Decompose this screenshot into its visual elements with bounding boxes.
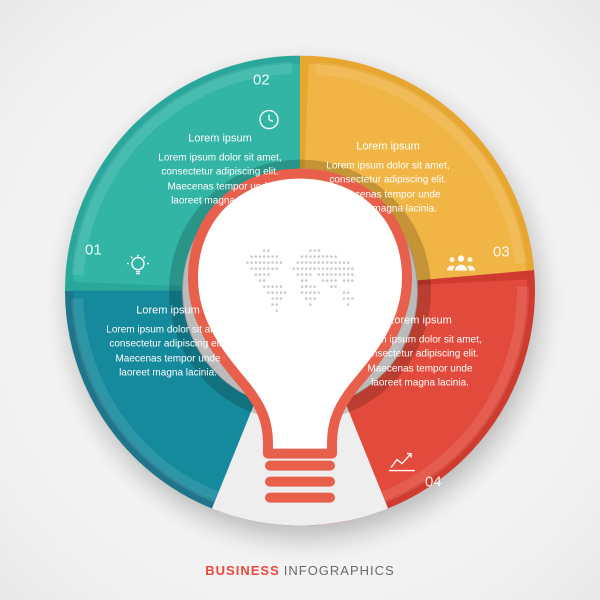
people-icon (447, 253, 475, 278)
segment-number-02: 02 (253, 72, 270, 89)
segment-number-04: 04 (425, 474, 442, 491)
bulb-icon (126, 254, 150, 283)
segment-number-01: 01 (85, 242, 102, 259)
footer-word1: BUSINESS (205, 563, 279, 578)
clock-icon (257, 108, 281, 137)
footer-word2: INFOGRAPHICS (284, 563, 395, 578)
infographic-stage: Lorem ipsumLorem ipsum dolor sit amet, c… (65, 56, 535, 526)
segment-number-03: 03 (493, 244, 510, 261)
chart-icon (389, 450, 415, 477)
world-map-icon (235, 246, 365, 316)
footer-title: BUSINESS INFOGRAPHICS (0, 563, 600, 578)
